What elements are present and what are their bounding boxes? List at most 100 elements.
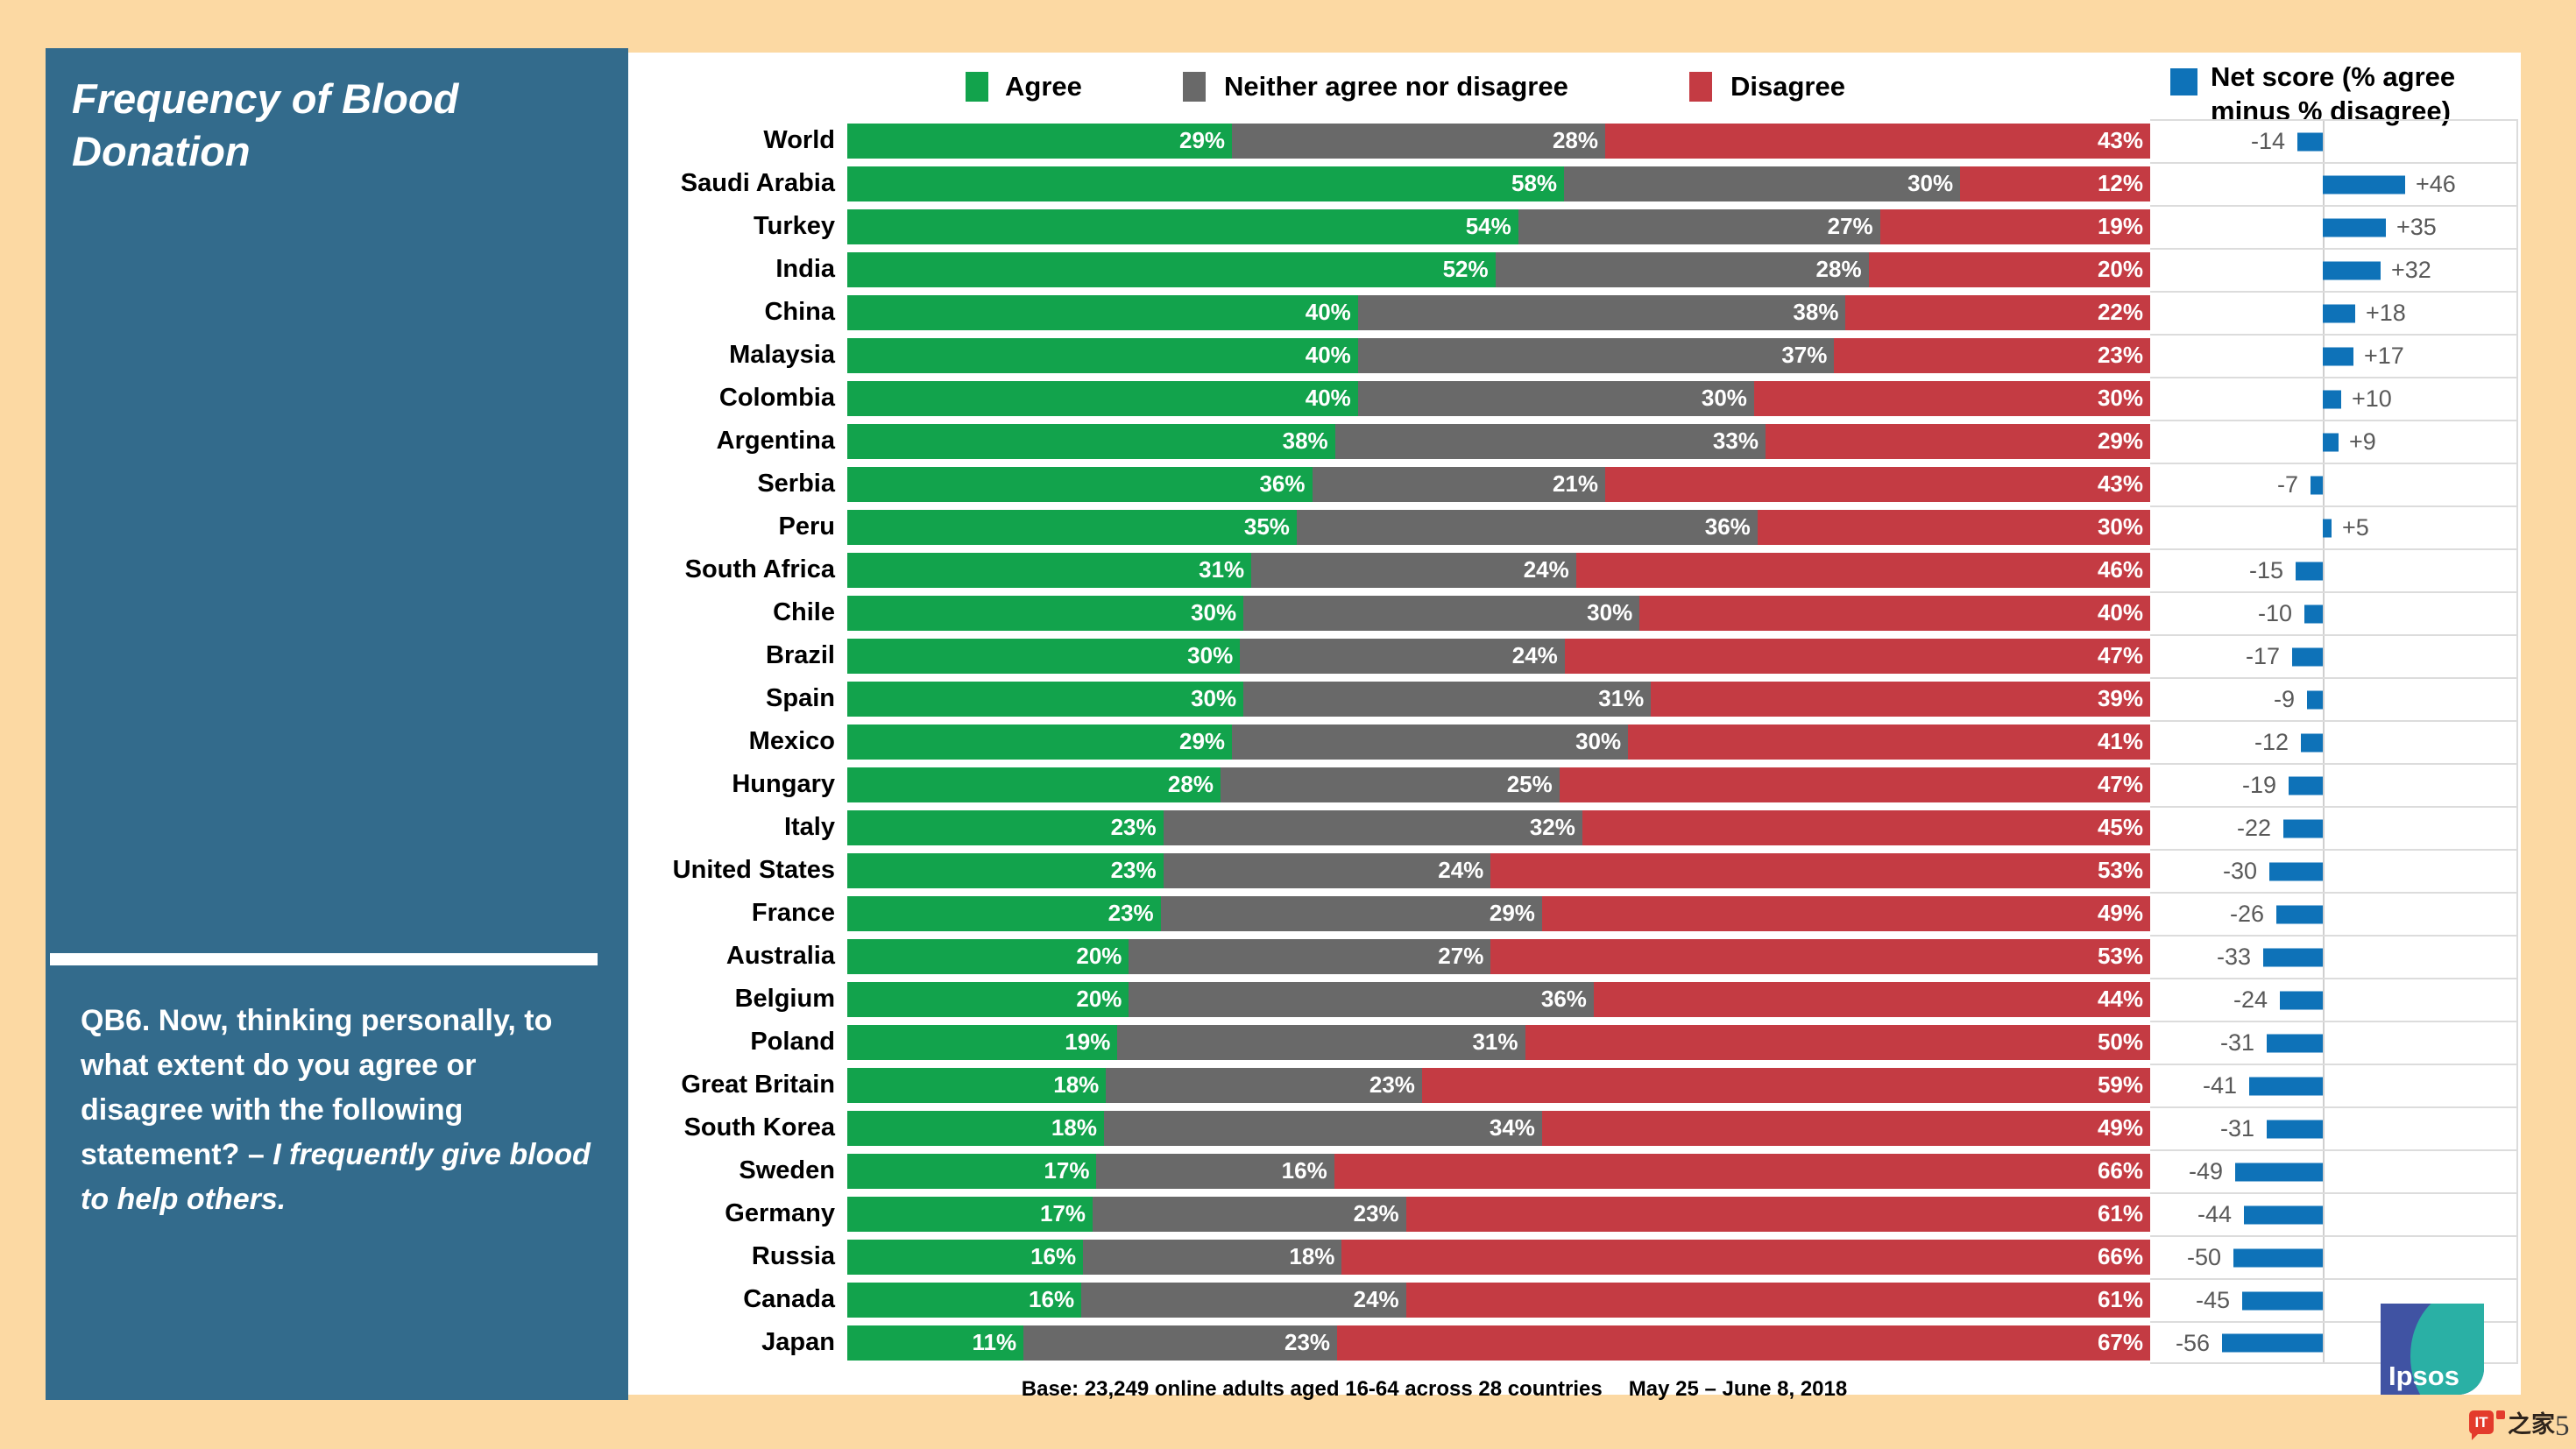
net-score-bar	[2242, 1291, 2323, 1310]
agree-value: 29%	[1178, 728, 1226, 754]
disagree-value: 40%	[2097, 599, 2144, 626]
stacked-bar-zone: 20% 27% 53%	[847, 935, 2151, 978]
net-score-value: -56	[2175, 1330, 2210, 1356]
neither-segment: 36%	[1296, 509, 1758, 545]
net-score-cell: -19	[2150, 763, 2518, 806]
stacked-bar-zone: 40% 37% 23%	[847, 334, 2150, 377]
net-score-bar	[2235, 1163, 2323, 1181]
agree-segment: 18%	[847, 1067, 1107, 1103]
neither-value: 23%	[1284, 1329, 1331, 1355]
agree-segment: 29%	[847, 724, 1233, 760]
neither-value: 28%	[1552, 127, 1598, 153]
neither-value: 24%	[1438, 857, 1484, 883]
agree-value: 30%	[1191, 685, 1237, 711]
net-score-legend-line2: minus % disagree)	[2211, 95, 2451, 126]
net-score-bar	[2222, 1333, 2323, 1352]
net-score-swatch-icon	[2170, 68, 2197, 95]
country-label: Canada	[743, 1285, 835, 1313]
country-row: Poland 19% 31% 50% -31	[628, 1021, 2518, 1064]
stacked-bar: 31% 24% 46%	[847, 552, 2150, 588]
country-label: Peru	[778, 512, 835, 541]
agree-value: 17%	[1039, 1200, 1086, 1226]
neither-segment: 30%	[1232, 724, 1629, 760]
disagree-segment: 12%	[1960, 166, 2151, 201]
stacked-bar-zone: 16% 24% 61%	[847, 1278, 2151, 1321]
stacked-bar: 20% 36% 44%	[847, 981, 2150, 1017]
net-score-cell: -45	[2150, 1278, 2518, 1321]
net-score-bar	[2297, 132, 2323, 151]
stacked-bar: 29% 30% 41%	[847, 724, 2150, 760]
agree-value: 23%	[1110, 814, 1157, 840]
stacked-bar-zone: 36% 21% 43%	[847, 463, 2150, 505]
neither-value: 18%	[1289, 1243, 1335, 1269]
neither-segment: 27%	[1518, 209, 1880, 244]
stacked-bar-zone: 29% 28% 43%	[847, 119, 2150, 162]
disagree-swatch-icon	[1689, 72, 1712, 102]
stacked-bar: 18% 34% 49%	[847, 1110, 2150, 1146]
net-score-value: -9	[2273, 686, 2295, 712]
it-home-badge-sup-icon	[2496, 1410, 2505, 1419]
country-row: Malaysia 40% 37% 23% +17	[628, 334, 2518, 377]
net-score-bar	[2276, 905, 2323, 923]
stacked-bar: 11% 23% 67%	[847, 1325, 2150, 1361]
country-label: World	[763, 126, 835, 154]
disagree-value: 39%	[2097, 685, 2143, 711]
net-score-value: -31	[2219, 1029, 2254, 1056]
agree-segment: 23%	[847, 809, 1164, 845]
net-score-cell: +17	[2150, 334, 2518, 377]
net-score-value: -12	[2254, 729, 2289, 755]
net-score-value: +46	[2416, 171, 2456, 197]
stacked-bar: 40% 38% 22%	[847, 294, 2151, 330]
net-score-value: +5	[2342, 514, 2369, 541]
net-score-value: +17	[2364, 343, 2404, 369]
neither-value: 30%	[1701, 385, 1747, 411]
stacked-bar-zone: 31% 24% 46%	[847, 548, 2150, 591]
neither-value: 27%	[1438, 943, 1484, 969]
neither-segment: 24%	[1163, 852, 1491, 888]
agree-segment: 23%	[847, 895, 1161, 931]
stacked-bar-zone: 17% 16% 66%	[847, 1149, 2150, 1192]
disagree-segment: 22%	[1845, 294, 2151, 330]
watermark: IT 之家 5	[2469, 1410, 2570, 1442]
agree-segment: 40%	[847, 294, 1358, 330]
disagree-segment: 41%	[1628, 724, 2150, 760]
agree-value: 36%	[1259, 470, 1306, 497]
stacked-bar: 23% 24% 53%	[847, 852, 2150, 888]
agree-value: 35%	[1243, 513, 1290, 540]
net-score-legend-label: Net score (% agree minus % disagree)	[2211, 60, 2455, 128]
agree-segment: 11%	[847, 1325, 1024, 1361]
agree-segment: 30%	[847, 681, 1244, 717]
stacked-bar: 19% 31% 50%	[847, 1024, 2150, 1060]
net-score-value: +35	[2396, 214, 2437, 240]
country-label: China	[764, 298, 835, 326]
country-label: Japan	[761, 1328, 835, 1356]
disagree-value: 30%	[2097, 513, 2143, 540]
disagree-value: 23%	[2097, 342, 2143, 368]
agree-value: 30%	[1191, 599, 1237, 626]
neither-segment: 30%	[1243, 595, 1640, 631]
disagree-value: 20%	[2097, 256, 2143, 282]
disagree-segment: 43%	[1605, 466, 2150, 502]
net-score-cell: +18	[2150, 291, 2518, 334]
stacked-bar: 38% 33% 29%	[847, 423, 2150, 459]
country-row: Germany 17% 23% 61% -44	[628, 1192, 2518, 1235]
agree-segment: 20%	[847, 938, 1129, 974]
neither-segment: 28%	[1495, 251, 1869, 287]
country-label: Belgium	[734, 985, 835, 1013]
neither-segment: 32%	[1163, 809, 1582, 845]
neither-segment: 18%	[1083, 1239, 1342, 1275]
fieldwork-dates: May 25 – June 8, 2018	[1628, 1377, 1848, 1401]
net-score-bar	[2323, 390, 2341, 408]
neither-segment: 24%	[1240, 638, 1565, 674]
disagree-segment: 47%	[1564, 638, 2150, 674]
country-row: Argentina 38% 33% 29% +9	[628, 420, 2518, 463]
ipsos-logo: Ipsos	[2381, 1304, 2484, 1395]
agree-value: 28%	[1167, 771, 1214, 797]
net-score-cell: -14	[2150, 119, 2518, 162]
country-row: Serbia 36% 21% 43% -7	[628, 463, 2518, 505]
net-score-value: +32	[2391, 257, 2431, 283]
stacked-bar: 29% 28% 43%	[847, 123, 2150, 159]
agree-segment: 38%	[847, 423, 1335, 459]
net-score-value: +18	[2366, 300, 2406, 326]
